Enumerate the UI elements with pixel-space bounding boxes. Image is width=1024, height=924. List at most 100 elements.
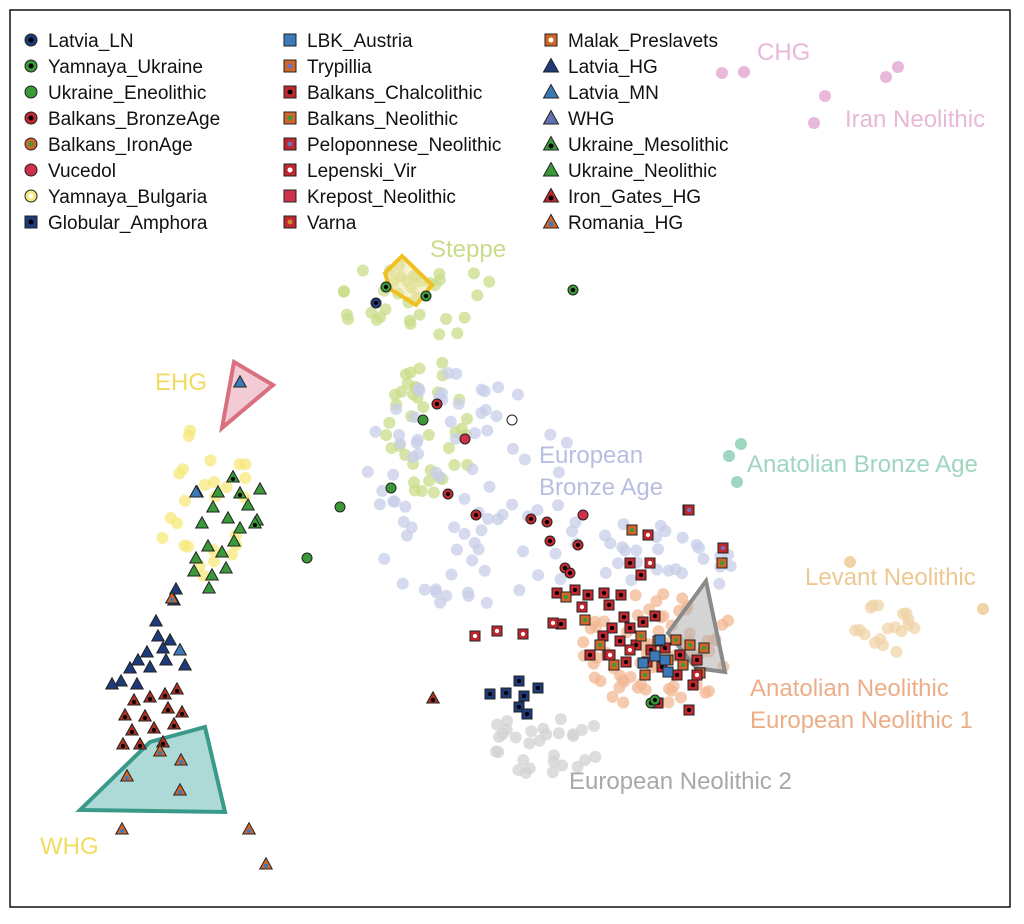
lbk-austria-marker — [637, 657, 649, 669]
region-label-whg: WHG — [40, 833, 99, 860]
region-label-european-bronze-age-line1: European — [539, 442, 643, 469]
region-label-european-bronze-age-line2: Bronze Age — [539, 474, 663, 501]
iron-gates-hg-marker — [174, 704, 190, 718]
region-label-levant-neolithic: Levant Neolithic — [805, 564, 976, 591]
legend-marker — [542, 57, 560, 73]
romania-hg-marker — [258, 856, 274, 870]
legend-label: Yamnaya_Bulgaria — [48, 187, 208, 208]
ukraine-neolithic-marker — [186, 563, 202, 577]
latvia-hg-marker — [142, 659, 158, 673]
legend-label: Lepenski_Vir — [307, 161, 417, 182]
anatolian-bronze-age-point — [735, 438, 747, 450]
balkans-neolithic-marker — [716, 557, 728, 569]
chg-iran-point — [716, 67, 728, 79]
reference-point — [566, 525, 579, 538]
reference-point — [552, 466, 565, 479]
legend-label: Yamnaya_Ukraine — [48, 57, 203, 78]
reference-point — [208, 555, 221, 568]
reference-point — [599, 566, 612, 579]
legend-item-malak_preslavets: Malak_Preslavets — [544, 31, 718, 52]
balkans-bronzeage-marker — [431, 398, 443, 410]
legend-label: LBK_Austria — [307, 31, 413, 52]
chg-iran-point — [819, 90, 831, 102]
reference-point — [483, 480, 496, 493]
legend: Latvia_LN Yamnaya_Ukraine Ukraine_Eneolith… — [24, 31, 729, 234]
reference-point — [361, 465, 374, 478]
legend-label: Balkans_Neolithic — [307, 109, 458, 130]
balkans-chalcolithic-marker — [598, 587, 610, 599]
balkans-chalcolithic-marker — [618, 611, 630, 623]
ukraine-eneolithic-marker — [417, 414, 429, 426]
legend-marker — [283, 163, 297, 177]
reference-point — [889, 621, 902, 634]
reference-point — [429, 583, 442, 596]
chg-iran-point — [738, 66, 750, 78]
latvia-mn-marker — [172, 642, 188, 656]
reference-point — [858, 628, 871, 641]
balkans-bronzeage-marker — [541, 516, 553, 528]
globular-amphora-marker — [518, 690, 530, 702]
legend-marker — [542, 161, 560, 177]
reference-point — [588, 719, 601, 732]
legend-marker — [283, 215, 297, 229]
balkans-chalcolithic-marker — [674, 649, 686, 661]
reference-point — [650, 595, 663, 608]
legend-label: Latvia_LN — [48, 31, 134, 52]
balkans-neolithic-marker — [635, 630, 647, 642]
lepenski-vir-marker — [469, 630, 481, 642]
reference-point — [533, 734, 546, 747]
ukraine-neolithic-marker — [214, 544, 230, 558]
legend-label: Malak_Preslavets — [568, 31, 718, 52]
reference-point — [430, 466, 443, 479]
reference-point — [589, 750, 602, 763]
reference-point — [448, 459, 461, 472]
reference-point — [444, 415, 457, 428]
reference-point — [156, 531, 169, 544]
ukraine-neolithic-marker — [210, 484, 226, 498]
legend-marker — [24, 189, 38, 203]
reference-point — [652, 543, 665, 556]
legend-item-iron_gates_hg: Iron_Gates_HG — [542, 187, 701, 208]
ukraine-neolithic-marker — [252, 481, 268, 495]
romania-hg-marker — [172, 782, 188, 796]
levant-point — [844, 556, 856, 568]
region-label-anatolian-bronze-age: Anatolian Bronze Age — [747, 451, 978, 478]
vucedol-marker — [577, 509, 589, 521]
legend-item-ukraine_neolithic: Ukraine_Neolithic — [542, 161, 717, 182]
legend-label: Romania_HG — [568, 213, 683, 234]
balkans-ironage-marker — [649, 694, 661, 706]
balkans-chalcolithic-marker — [615, 589, 627, 601]
reference-point — [523, 762, 536, 775]
reference-point — [675, 567, 688, 580]
reference-point — [378, 552, 391, 565]
balkans-chalcolithic-marker — [569, 584, 581, 596]
romania-hg-marker — [173, 752, 189, 766]
latvia-hg-marker — [104, 676, 120, 690]
reference-point — [560, 436, 573, 449]
legend-marker — [24, 59, 38, 73]
latvia-hg-marker — [158, 652, 174, 666]
balkans-chalcolithic-marker — [624, 622, 636, 634]
reference-point — [422, 428, 435, 441]
balkans-bronzeage-marker — [442, 488, 454, 500]
reference-point — [356, 264, 369, 277]
balkans-chalcolithic-marker — [620, 656, 632, 668]
reference-point — [549, 547, 562, 560]
reference-point — [722, 614, 735, 627]
reference-point — [724, 559, 737, 572]
reference-point — [478, 564, 491, 577]
reference-point — [337, 285, 350, 298]
reference-point — [204, 454, 217, 467]
peloponnese-neolithic-marker — [683, 504, 695, 516]
reference-point — [387, 468, 400, 481]
reference-point — [369, 425, 382, 438]
reference-point — [475, 406, 488, 419]
reference-point — [537, 722, 550, 735]
legend-marker — [283, 137, 297, 151]
reference-point — [618, 544, 631, 557]
reference-point — [208, 476, 221, 489]
ukraine-neolithic-marker — [188, 550, 204, 564]
balkans-neolithic-marker — [608, 659, 620, 671]
reference-point — [532, 569, 545, 582]
legend-marker — [24, 137, 38, 151]
